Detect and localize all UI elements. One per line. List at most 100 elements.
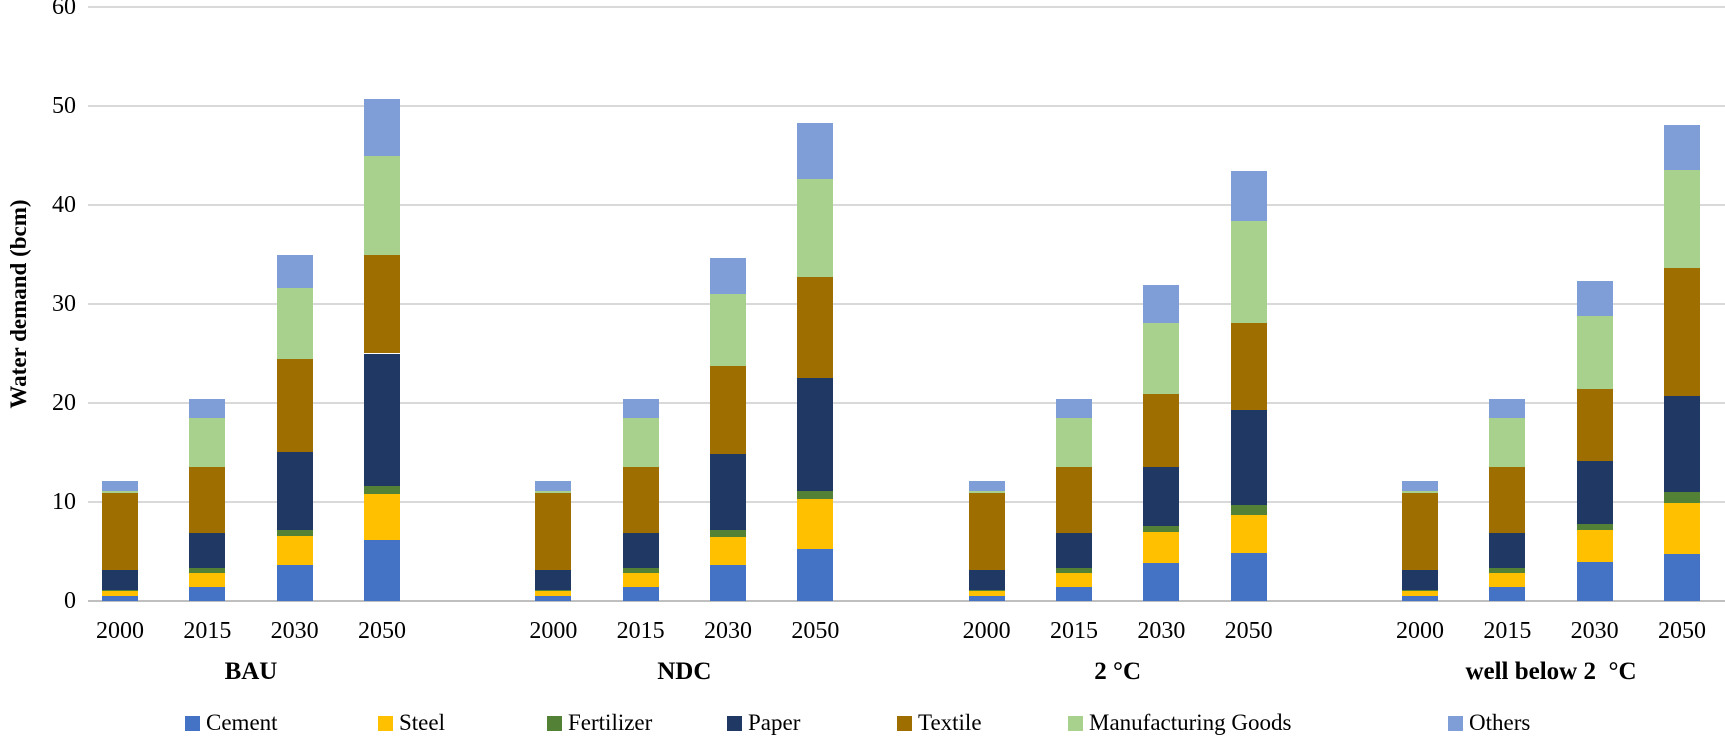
segment-well-below-2-c-2030-fertilizer: [1576, 523, 1613, 530]
segment-ndc-2030-textile: [709, 366, 746, 455]
segment-well-below-2-c-2015-textile: [1489, 467, 1526, 533]
segment-2-c-2015-steel: [1055, 573, 1092, 588]
segment-well-below-2-c-2000-cement: [1401, 596, 1438, 601]
segment-well-below-2-c-2030-textile: [1576, 389, 1613, 462]
legend-item-fertilizer: Fertilizer: [547, 710, 652, 736]
x-tick-label-2-c-2050: 2050: [1224, 618, 1273, 644]
segment-well-below-2-c-2050-steel: [1663, 502, 1700, 555]
segment-ndc-2050-cement: [797, 548, 834, 601]
segment-bau-2000-textile: [102, 493, 138, 571]
group-label-well-below-2-c: well below 2 °C: [1465, 658, 1637, 685]
segment-ndc-2050-steel: [797, 499, 834, 549]
x-tick-label-2-c-2000: 2000: [962, 618, 1011, 644]
segment-well-below-2-c-2015-others: [1489, 399, 1526, 418]
segment-2-c-2000-cement: [968, 596, 1005, 601]
segment-bau-2000-paper: [102, 570, 138, 591]
segment-ndc-2015-manufacturing-goods: [622, 417, 659, 468]
segment-2-c-2000-others: [968, 481, 1005, 492]
segment-bau-2000-steel: [102, 591, 138, 597]
segment-ndc-2015-textile: [622, 467, 659, 533]
segment-ndc-2000-manufacturing-goods: [535, 491, 572, 494]
legend-item-others: Others: [1448, 710, 1530, 736]
segment-bau-2050-steel: [363, 494, 400, 540]
x-tick-label-well-below-2-c-2015: 2015: [1483, 618, 1532, 644]
segment-bau-2050-cement: [363, 539, 400, 601]
segment-2-c-2030-manufacturing-goods: [1143, 322, 1180, 395]
segment-well-below-2-c-2050-fertilizer: [1663, 492, 1700, 503]
legend-label-manufacturing-goods: Manufacturing Goods: [1089, 710, 1292, 735]
x-tick-label-2-c-2015: 2015: [1049, 618, 1098, 644]
segment-bau-2000-cement: [102, 596, 138, 601]
segment-well-below-2-c-2000-textile: [1401, 493, 1438, 571]
segment-2-c-2050-fertilizer: [1230, 504, 1267, 515]
group-label-bau: BAU: [224, 658, 278, 685]
legend-swatch-fertilizer: [547, 715, 562, 731]
segment-well-below-2-c-2050-textile: [1663, 268, 1700, 397]
segment-2-c-2050-manufacturing-goods: [1230, 220, 1267, 323]
x-tick-label-ndc-2000: 2000: [529, 618, 578, 644]
segment-2-c-2030-others: [1143, 285, 1180, 323]
legend-item-textile: Textile: [897, 710, 982, 736]
legend-label-textile: Textile: [918, 710, 982, 735]
segment-ndc-2030-manufacturing-goods: [709, 294, 746, 367]
legend-label-fertilizer: Fertilizer: [568, 710, 653, 735]
segment-2-c-2050-paper: [1230, 409, 1267, 505]
x-tick-label-well-below-2-c-2050: 2050: [1657, 618, 1706, 644]
segment-bau-2015-cement: [189, 587, 226, 601]
gridline-20: [88, 402, 1725, 404]
y-tick-label-0: 0: [64, 588, 76, 614]
legend-swatch-others: [1448, 715, 1463, 731]
segment-ndc-2000-fertilizer: [535, 590, 572, 592]
segment-ndc-2030-steel: [709, 536, 746, 566]
segment-bau-2030-manufacturing-goods: [276, 288, 313, 360]
x-tick-label-ndc-2050: 2050: [791, 618, 840, 644]
segment-2-c-2050-others: [1230, 171, 1267, 221]
segment-ndc-2050-textile: [797, 277, 834, 379]
x-tick-label-bau-2015: 2015: [183, 618, 232, 644]
legend-item-cement: Cement: [185, 710, 278, 736]
segment-well-below-2-c-2015-manufacturing-goods: [1489, 417, 1526, 468]
segment-bau-2050-fertilizer: [363, 486, 400, 495]
segment-well-below-2-c-2050-others: [1663, 124, 1700, 171]
group-label-2-c: 2 °C: [1094, 658, 1142, 685]
x-tick-label-bau-2050: 2050: [357, 618, 406, 644]
legend-label-steel: Steel: [399, 710, 445, 735]
gridline-40: [88, 204, 1725, 206]
legend-swatch-cement: [185, 715, 200, 731]
legend-label-others: Others: [1469, 710, 1531, 735]
segment-ndc-2030-others: [709, 258, 746, 295]
y-tick-label-10: 10: [52, 489, 76, 515]
segment-2-c-2030-steel: [1143, 531, 1180, 564]
segment-2-c-2015-cement: [1055, 587, 1092, 601]
gridline-10: [88, 501, 1725, 503]
segment-2-c-2050-steel: [1230, 514, 1267, 554]
segment-ndc-2030-paper: [709, 454, 746, 530]
segment-well-below-2-c-2050-manufacturing-goods: [1663, 170, 1700, 269]
segment-2-c-2015-manufacturing-goods: [1055, 417, 1092, 468]
segment-2-c-2030-cement: [1143, 563, 1180, 601]
segment-2-c-2050-cement: [1230, 553, 1267, 601]
segment-2-c-2000-manufacturing-goods: [968, 491, 1005, 494]
segment-bau-2050-paper: [363, 353, 400, 487]
legend-item-steel: Steel: [378, 710, 445, 736]
segment-well-below-2-c-2030-cement: [1576, 562, 1613, 601]
segment-ndc-2050-paper: [797, 378, 834, 492]
segment-ndc-2000-others: [535, 481, 572, 492]
segment-ndc-2050-others: [797, 122, 834, 180]
x-tick-label-ndc-2030: 2030: [703, 618, 752, 644]
segment-bau-2015-manufacturing-goods: [189, 417, 226, 468]
segment-bau-2015-paper: [189, 532, 226, 569]
legend-label-paper: Paper: [748, 710, 801, 735]
segment-well-below-2-c-2030-manufacturing-goods: [1576, 315, 1613, 390]
segment-bau-2050-others: [363, 99, 400, 157]
segment-ndc-2030-cement: [709, 565, 746, 601]
legend-swatch-steel: [378, 715, 393, 731]
y-tick-label-20: 20: [52, 390, 76, 416]
segment-ndc-2015-fertilizer: [622, 568, 659, 574]
segment-2-c-2030-paper: [1143, 467, 1180, 526]
segment-2-c-2015-fertilizer: [1055, 568, 1092, 574]
x-axis-line: [88, 600, 1725, 602]
segment-well-below-2-c-2000-others: [1401, 481, 1438, 492]
segment-well-below-2-c-2050-cement: [1663, 554, 1700, 601]
segment-well-below-2-c-2000-steel: [1401, 591, 1438, 597]
